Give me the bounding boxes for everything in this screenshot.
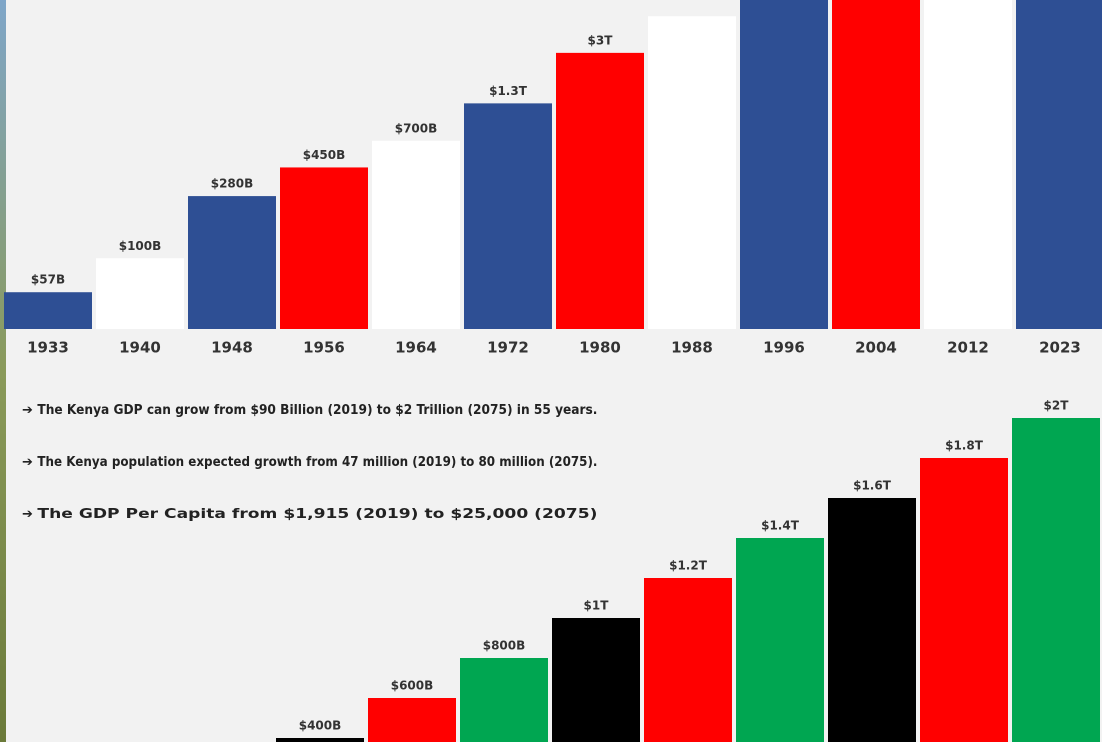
bar xyxy=(276,738,364,742)
x-tick-label: 2023 xyxy=(1039,339,1081,357)
bar xyxy=(96,258,184,329)
bar xyxy=(1016,0,1102,329)
value-label: $800B xyxy=(483,639,526,653)
x-tick-label: 1996 xyxy=(763,339,805,357)
bar xyxy=(372,140,460,329)
x-tick-label: 1964 xyxy=(395,339,437,357)
value-label: $100B xyxy=(119,239,162,253)
x-tick-label: 1948 xyxy=(211,339,253,357)
bar xyxy=(460,658,548,742)
annotation-text: The GDP Per Capita from $1,915 (2019) to… xyxy=(37,507,597,522)
x-tick-label: 1972 xyxy=(487,339,529,357)
value-label: $280B xyxy=(211,177,254,191)
value-label: $1.2T xyxy=(669,559,708,573)
value-label: $3T xyxy=(588,33,614,47)
annotation: ➔ The Kenya population expected growth f… xyxy=(22,455,597,470)
value-label: $1.8T xyxy=(945,439,984,453)
top-plot xyxy=(4,0,1102,329)
bar xyxy=(556,52,644,329)
value-label: $1T xyxy=(584,599,610,613)
bar xyxy=(188,196,276,329)
bullet: ➔ xyxy=(22,403,37,418)
bar xyxy=(828,498,916,742)
bar xyxy=(644,578,732,742)
bar xyxy=(4,292,92,329)
value-label: $400B xyxy=(299,719,342,733)
value-label: $1.4T xyxy=(761,519,800,533)
x-tick-label: 1933 xyxy=(27,339,69,357)
value-label: $57B xyxy=(31,273,65,287)
bar xyxy=(368,698,456,742)
bar xyxy=(736,538,824,742)
value-label: $1.6T xyxy=(853,479,892,493)
bottom-plot: $400B $600B $800B $1T $1.2T $1.4T $1.6T $1.8T $2… xyxy=(276,399,1100,742)
bar xyxy=(648,16,736,329)
annotation: ➔ The Kenya GDP can grow from $90 Billio… xyxy=(22,403,597,418)
x-tick-label: 2012 xyxy=(947,339,989,357)
bar xyxy=(740,0,828,329)
x-tick-label: 1988 xyxy=(671,339,713,357)
annotation-text: The Kenya population expected growth fro… xyxy=(37,455,597,470)
value-label: $450B xyxy=(303,148,346,162)
bar xyxy=(1012,418,1100,742)
bar xyxy=(920,458,1008,742)
annotation: ➔ The GDP Per Capita from $1,915 (2019) … xyxy=(22,507,597,522)
bar xyxy=(832,0,920,329)
x-tick-label: 2004 xyxy=(855,339,897,357)
bullet: ➔ xyxy=(22,507,37,522)
x-tick-label: 1956 xyxy=(303,339,345,357)
x-tick-label: 1940 xyxy=(119,339,161,357)
bar xyxy=(924,0,1012,329)
value-label: $700B xyxy=(395,121,438,135)
x-tick-label: 1980 xyxy=(579,339,621,357)
value-label: $2T xyxy=(1044,399,1070,413)
annotation-text: The Kenya GDP can grow from $90 Billion … xyxy=(37,403,597,418)
photo-edge xyxy=(0,0,6,742)
bar xyxy=(464,103,552,329)
top-labels: $57B 1933 $100B 1940 $280B 1948 $450B 1956 $700B… xyxy=(27,33,1081,356)
bullet: ➔ xyxy=(22,455,37,470)
value-label: $1.3T xyxy=(489,84,528,98)
bar xyxy=(552,618,640,742)
value-label: $600B xyxy=(391,679,434,693)
bar xyxy=(280,167,368,329)
